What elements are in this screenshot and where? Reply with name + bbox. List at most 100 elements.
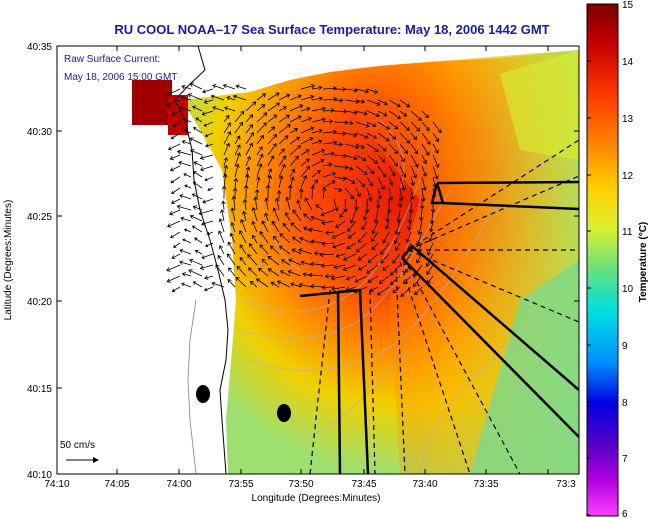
- current-vector: [166, 99, 181, 107]
- current-vector: [331, 286, 346, 292]
- current-vector: [223, 122, 231, 134]
- current-vector: [223, 114, 230, 123]
- current-vector: [419, 198, 425, 210]
- station-marker: [196, 385, 210, 403]
- current-vector: [248, 243, 258, 255]
- current-vector: [192, 105, 203, 112]
- current-vector: [366, 176, 373, 187]
- current-vector: [410, 143, 419, 155]
- current-vector: [333, 187, 343, 192]
- current-vector: [200, 165, 214, 172]
- x-tick-label: 74:05: [104, 479, 129, 490]
- current-vector: [355, 88, 370, 94]
- current-vector: [311, 106, 327, 112]
- current-vector: [366, 121, 377, 128]
- current-vector: [300, 260, 313, 266]
- current-vector: [239, 256, 247, 266]
- current-vector: [171, 110, 181, 116]
- current-vector: [376, 286, 390, 296]
- current-vector: [265, 184, 271, 200]
- current-vector: [403, 242, 412, 256]
- current-vector: [261, 258, 269, 266]
- current-vector: [426, 242, 434, 256]
- current-vector: [388, 154, 398, 167]
- current-vector: [388, 165, 396, 177]
- current-vector: [176, 204, 192, 211]
- current-vector: [382, 231, 390, 244]
- current-vector: [432, 132, 439, 143]
- current-vector: [234, 110, 245, 123]
- colorbar-tick: 10: [622, 284, 634, 295]
- current-vector: [233, 177, 239, 189]
- current-vector: [226, 253, 236, 266]
- y-tick-label: 40:30: [27, 127, 52, 138]
- current-vector: [322, 162, 333, 167]
- current-vector: [333, 198, 339, 212]
- current-vector: [170, 132, 181, 140]
- current-vector: [204, 132, 214, 138]
- current-vector: [410, 165, 418, 179]
- current-vector: [400, 286, 412, 297]
- current-vector: [399, 99, 411, 108]
- current-vector: [298, 188, 304, 200]
- current-vector: [217, 254, 225, 266]
- current-vector: [169, 209, 181, 216]
- current-vector: [189, 137, 203, 145]
- current-vector: [385, 209, 390, 223]
- current-vector: [405, 231, 412, 244]
- current-vector: [231, 195, 237, 211]
- current-vector: [278, 245, 291, 255]
- current-vector: [300, 174, 308, 189]
- current-vector: [256, 134, 265, 145]
- current-vector: [300, 116, 313, 123]
- current-vector: [247, 267, 258, 277]
- current-vector: [366, 187, 373, 202]
- current-vector: [227, 241, 236, 255]
- current-vector: [371, 220, 379, 235]
- current-vector: [380, 253, 390, 264]
- current-vector: [355, 143, 365, 149]
- current-vector: [278, 155, 287, 167]
- current-vector: [353, 286, 368, 294]
- current-vector: [421, 154, 428, 165]
- current-vector: [343, 253, 357, 261]
- current-vector: [354, 275, 368, 283]
- current-vector: [270, 281, 280, 288]
- current-vector: [322, 180, 336, 189]
- current-vector: [421, 110, 429, 119]
- current-vector: [223, 157, 229, 167]
- current-vector: [179, 260, 192, 266]
- current-vector: [396, 209, 402, 223]
- current-vector: [380, 242, 390, 255]
- current-vector: [267, 102, 280, 112]
- current-vector: [355, 132, 369, 139]
- current-vector: [311, 139, 323, 145]
- current-vector: [375, 198, 381, 210]
- current-vector: [253, 196, 258, 211]
- current-vector: [322, 119, 334, 124]
- current-vector: [410, 121, 421, 132]
- current-vector: [421, 143, 430, 156]
- current-vector: [347, 220, 357, 232]
- current-vector: [353, 198, 359, 211]
- current-vector: [392, 253, 401, 264]
- colorbar-tick: 6: [622, 509, 628, 519]
- current-vector: [238, 230, 247, 244]
- current-vector: [179, 95, 192, 101]
- current-vector: [322, 108, 335, 113]
- current-vector: [178, 160, 192, 167]
- current-vector: [195, 117, 203, 123]
- current-vector: [278, 106, 287, 112]
- x-tick-label: 73:3: [556, 479, 576, 490]
- current-vector: [311, 128, 323, 134]
- current-vector: [414, 286, 423, 296]
- current-vector: [229, 232, 236, 244]
- current-vector: [278, 135, 289, 145]
- current-vector: [290, 282, 302, 288]
- current-vector: [397, 198, 403, 208]
- coastline: [174, 46, 229, 474]
- current-vector: [181, 139, 192, 145]
- current-vector: [356, 242, 368, 253]
- current-vector: [176, 149, 192, 156]
- current-vector: [272, 207, 280, 222]
